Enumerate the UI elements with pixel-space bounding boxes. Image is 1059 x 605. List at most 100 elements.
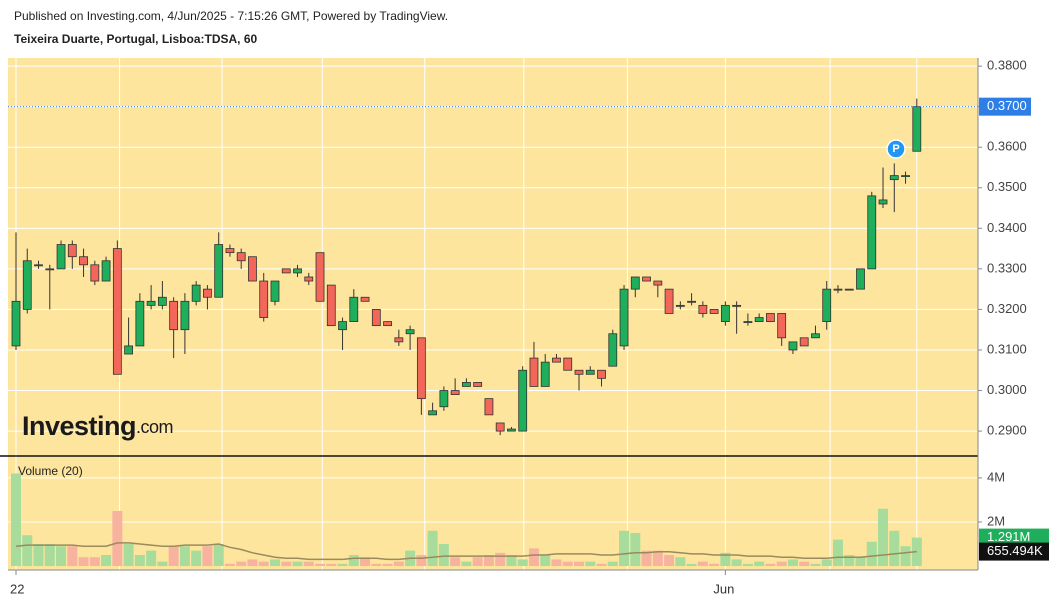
y-tick-label: 2M	[987, 513, 1005, 528]
candle-body	[653, 280, 663, 286]
volume-bar	[303, 561, 314, 567]
volume-bar	[483, 555, 494, 567]
candle-body	[754, 317, 764, 322]
current-value-box	[979, 528, 1049, 547]
volume-bar	[202, 546, 213, 567]
volume-bar	[900, 546, 911, 567]
volume-bar	[416, 555, 427, 567]
volume-bar	[450, 557, 461, 567]
candle-body	[529, 357, 539, 387]
candle-body	[236, 252, 246, 262]
candle-body	[146, 300, 156, 306]
volume-bar	[607, 561, 618, 567]
volume-bar	[44, 544, 55, 567]
candle-body	[833, 288, 843, 291]
candle-body	[912, 106, 922, 152]
candle-body	[281, 268, 291, 274]
volume-bar	[337, 563, 348, 567]
volume-bar	[664, 555, 675, 567]
plot-background	[8, 58, 978, 570]
volume-bar	[11, 473, 21, 567]
volume-bar	[720, 552, 731, 567]
volume-bar	[112, 510, 123, 567]
logo: Investing.com	[22, 411, 173, 441]
logo-suffix: .com	[136, 417, 173, 437]
volume-bar	[134, 555, 145, 567]
candle-body	[326, 284, 336, 327]
candle-body	[11, 300, 21, 347]
logo-text: Investing	[22, 411, 136, 441]
marker-badge[interactable]	[886, 139, 906, 159]
volume-bar	[675, 557, 686, 567]
y-tick-label: 0.3300	[987, 260, 1027, 275]
candle-body	[777, 313, 787, 339]
candle-body	[540, 361, 550, 387]
volume-bar	[844, 555, 855, 567]
volume-bar	[89, 557, 100, 567]
y-tick-label: 0.3800	[987, 58, 1027, 73]
volume-bar	[889, 530, 900, 567]
candle-body	[371, 309, 381, 327]
volume-title: Volume (20)	[18, 464, 83, 478]
candle-body	[259, 280, 269, 318]
candle-body	[788, 341, 798, 351]
candle-body	[67, 244, 77, 258]
volume-bar	[585, 561, 596, 567]
volume-bar	[315, 563, 326, 567]
candle-body	[135, 300, 145, 347]
current-value-label: 655.494K	[987, 543, 1043, 558]
y-tick-label: 0.3600	[987, 139, 1027, 154]
candle-body	[180, 300, 190, 331]
volume-bar	[866, 541, 877, 567]
candle-body	[698, 304, 708, 314]
volume-bar	[742, 563, 753, 567]
volume-bar	[878, 508, 889, 567]
volume-bar	[438, 544, 449, 567]
volume-bar	[551, 559, 562, 567]
volume-bar	[269, 559, 280, 567]
candle-body	[304, 276, 314, 282]
volume-bar	[528, 548, 539, 567]
y-tick-label: 0.2900	[987, 423, 1027, 438]
volume-bar	[326, 563, 337, 567]
candle-body	[687, 300, 696, 303]
candle-body	[416, 337, 426, 400]
candle-body	[507, 428, 516, 432]
candle-body	[720, 304, 730, 322]
candle-body	[664, 288, 674, 314]
marker-label[interactable]: P	[892, 143, 899, 155]
volume-bar	[461, 561, 472, 567]
volume-bar	[247, 559, 258, 567]
volume-bar	[56, 546, 67, 567]
symbol-line: Teixeira Duarte, Portugal, Lisboa:TDSA, …	[14, 32, 257, 46]
volume-bar	[393, 561, 404, 567]
y-tick-label: 0.3000	[987, 382, 1027, 397]
volume-bar	[641, 550, 652, 567]
volume-bar	[281, 561, 292, 567]
x-tick-label: Jun	[713, 581, 734, 596]
candle-body	[630, 276, 640, 290]
candle-body	[856, 268, 865, 290]
volume-bar	[574, 561, 584, 567]
candle-body	[709, 309, 719, 314]
volume-bar	[382, 563, 393, 567]
volume-bar	[652, 550, 663, 567]
candle-body	[191, 284, 201, 302]
volume-bar	[224, 563, 235, 567]
candle-body	[439, 390, 449, 408]
y-tick-label: 0.3400	[987, 220, 1027, 235]
current-value-label: 1.291M	[987, 529, 1030, 544]
published-line: Published on Investing.com, 4/Jun/2025 -…	[14, 9, 448, 23]
candle-body	[642, 276, 651, 282]
candle-body	[214, 244, 224, 298]
volume-bar	[191, 550, 202, 567]
candle-body	[867, 195, 877, 270]
volume-bar	[236, 561, 247, 567]
candle-body	[383, 321, 392, 327]
candle-body	[619, 288, 629, 347]
current-value-box	[979, 542, 1049, 561]
x-tick-label: 22	[10, 581, 24, 596]
candle-body	[799, 337, 809, 347]
candle-body	[315, 252, 325, 302]
